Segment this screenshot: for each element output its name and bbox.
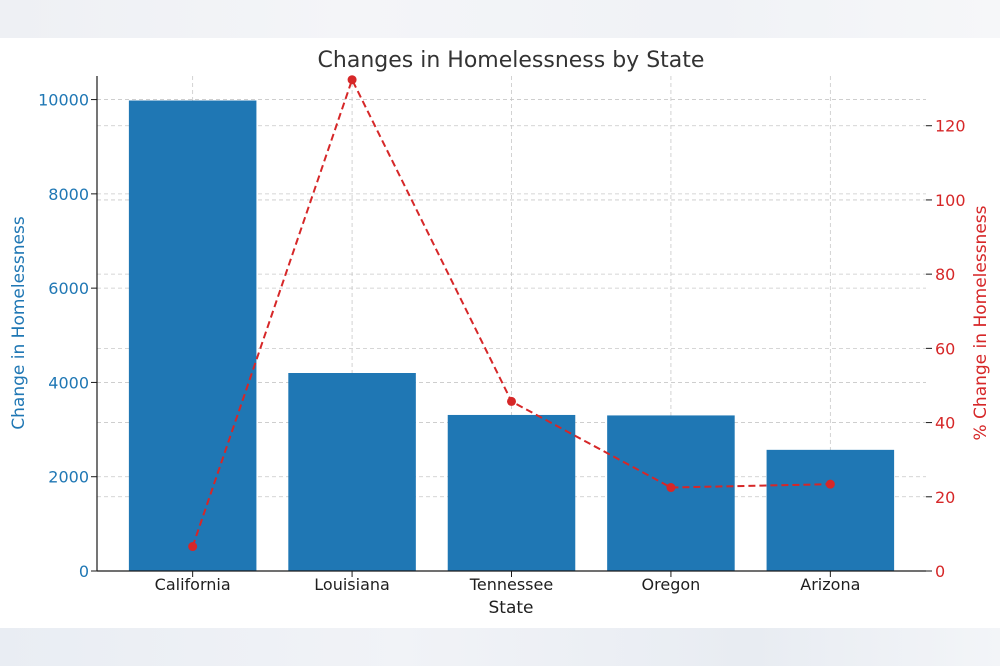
x-tick-label: California — [155, 575, 231, 594]
bars-layer — [128, 100, 895, 571]
bar-arizona — [766, 449, 895, 571]
labels-layer: 0 2000 4000 6000 8000 10000 0 20 40 60 80 100 120 Cal… — [38, 91, 965, 594]
y2-tick-label: 0 — [935, 562, 945, 581]
x-axis-title: State — [489, 598, 534, 618]
y2-axis-title: % Change in Homelessness — [971, 205, 991, 440]
pct-change-point-arizona — [825, 479, 835, 489]
bar-tennessee — [447, 414, 576, 571]
y2-tick-label: 60 — [935, 339, 955, 358]
pct-change-point-louisiana — [347, 75, 357, 85]
x-tick-label: Louisiana — [314, 575, 390, 594]
chart-title: Changes in Homelessness by State — [318, 48, 705, 73]
y2-tick-label: 80 — [935, 265, 955, 284]
line-layer — [188, 75, 835, 552]
y-tick-label: 10000 — [38, 91, 89, 110]
y2-tick-label: 20 — [935, 488, 955, 507]
y-tick-label: 2000 — [48, 468, 89, 487]
y2-tick-label: 100 — [935, 191, 966, 210]
y2-tick-label: 40 — [935, 414, 955, 433]
y-tick-label: 6000 — [48, 279, 89, 298]
bar-california — [128, 100, 257, 571]
pct-change-point-california — [188, 542, 198, 552]
y-axis-title: Change in Homelessness — [9, 216, 29, 430]
bottom-background-band — [0, 628, 1000, 666]
y-tick-label: 0 — [79, 562, 89, 581]
bar-oregon — [607, 415, 735, 571]
y-tick-label: 8000 — [48, 185, 89, 204]
y2-tick-label: 120 — [935, 117, 966, 136]
y-tick-label: 4000 — [48, 373, 89, 392]
top-background-band — [0, 0, 1000, 38]
axes-layer — [91, 76, 932, 577]
pct-change-point-tennessee — [507, 396, 516, 406]
pct-change-point-oregon — [666, 483, 676, 493]
x-tick-label: Arizona — [800, 575, 860, 594]
x-tick-label: Oregon — [642, 575, 701, 594]
x-tick-label: Tennessee — [469, 575, 553, 594]
bar-louisiana — [288, 373, 416, 571]
